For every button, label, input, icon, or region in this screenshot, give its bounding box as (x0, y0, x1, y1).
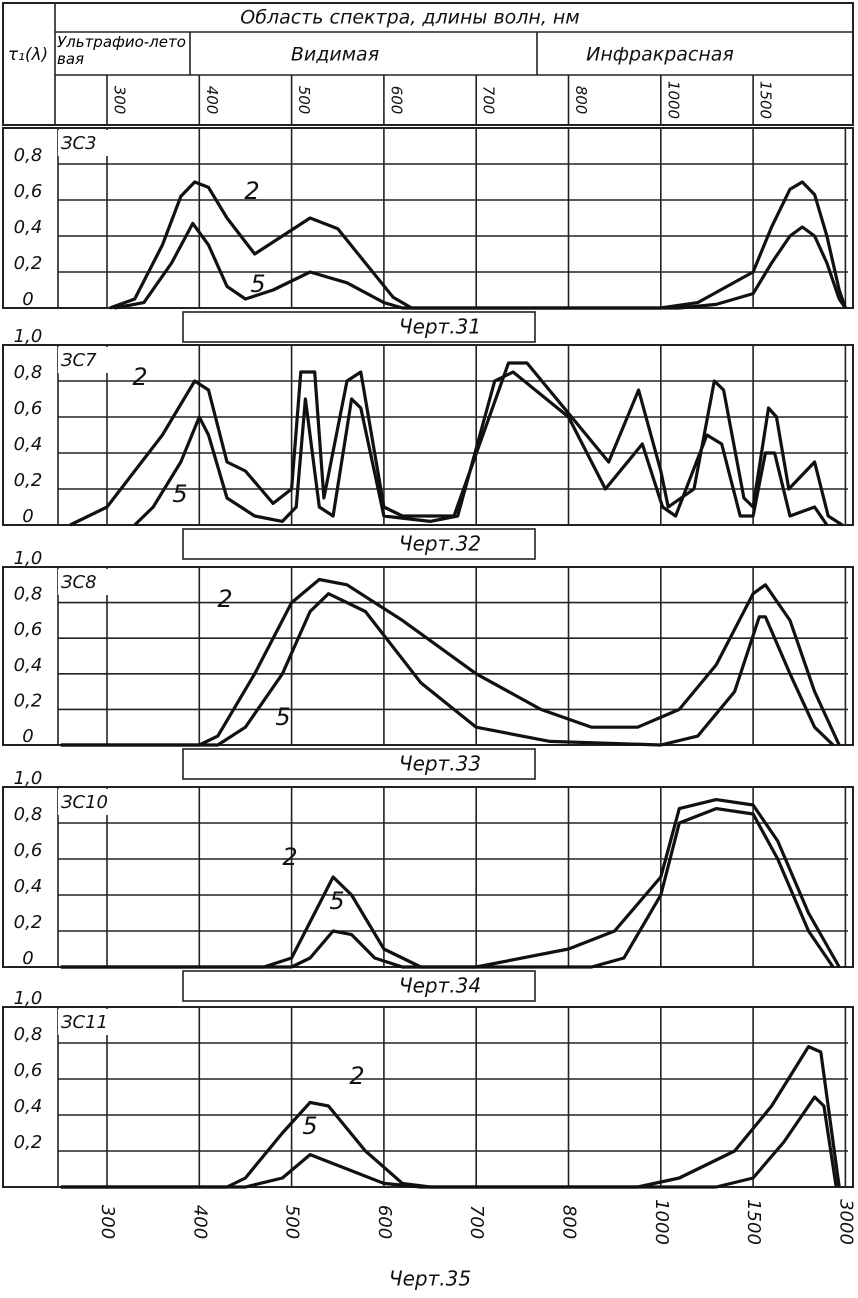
y-tick-label: 1,0 (14, 768, 43, 789)
panel-label: ЗС11 (61, 1012, 108, 1033)
caption-bar (182, 528, 536, 560)
region-label: Видимая (291, 44, 379, 66)
y-tick-label: 0,6 (14, 398, 43, 419)
y-tick-label: 1,0 (14, 988, 43, 1009)
caption-bar (182, 311, 536, 343)
x-tick-label: 800 (559, 1205, 580, 1239)
y-tick-label: 0,8 (14, 1024, 43, 1045)
curve-label: 2 (132, 363, 147, 391)
curve-label: 5 (172, 480, 187, 508)
panel-caption: Черт.32 (399, 532, 481, 556)
y-tick-label: 0,2 (14, 690, 43, 711)
label-box (58, 1009, 110, 1035)
curve-label: 5 (329, 887, 344, 915)
curve-label: 5 (250, 270, 265, 298)
region-label: Ультрафио-летовая (57, 34, 186, 68)
y-tick-label: 0,8 (14, 145, 43, 166)
y-tick-label: 1,0 (14, 326, 43, 347)
curve (60, 577, 841, 747)
y-tick-label: 0,2 (14, 912, 43, 933)
curve (109, 180, 847, 310)
curve (69, 361, 844, 527)
panel-label: ЗС8 (61, 572, 97, 593)
x-tick-label: 1500 (743, 1199, 764, 1245)
caption-bar (182, 970, 536, 1002)
label-box (58, 130, 110, 156)
header-tick-label: 1500 (757, 81, 775, 119)
header: Область спектра, длины волн, нм τ₁(λ) Ул… (2, 2, 854, 126)
y-tick-label: 0,4 (14, 217, 43, 238)
panel-label: ЗС7 (61, 350, 97, 371)
curve (60, 807, 835, 969)
header-tick-label: 800 (572, 86, 590, 115)
curve-label: 2 (282, 843, 297, 871)
curve (60, 592, 835, 747)
curve (60, 1095, 838, 1189)
y-tick-label: 0 (22, 289, 33, 310)
label-box (58, 789, 110, 815)
panel-caption: Черт.33 (399, 752, 481, 776)
y-tick-label: 0 (22, 726, 33, 747)
panel-caption: Черт.31 (399, 315, 481, 339)
x-tick-label: 700 (466, 1205, 487, 1239)
header-tick-label: 700 (480, 86, 498, 115)
panel-caption: Черт.34 (399, 974, 481, 998)
y-tick-label: 0,4 (14, 434, 43, 455)
y-tick-label: 0,8 (14, 804, 43, 825)
y-tick-label: 0,2 (14, 470, 43, 491)
y-tick-label: 0,6 (14, 619, 43, 640)
y-tick-label: 0,4 (14, 655, 43, 676)
curve-label: 2 (244, 177, 259, 205)
header-tick-label: 300 (111, 86, 129, 115)
y-tick-label: 0,4 (14, 876, 43, 897)
curve-label: 5 (302, 1112, 317, 1140)
y-tick-label: 0 (22, 506, 33, 527)
curve-label: 2 (217, 585, 232, 613)
y-tick-label: 0,2 (14, 1132, 43, 1153)
y-tick-label: 0,6 (14, 840, 43, 861)
panel-label: ЗС10 (61, 792, 108, 813)
x-tick-label: 3000 (835, 1199, 856, 1245)
y-tick-label: 0,6 (14, 181, 43, 202)
region-label: Инфракрасная (586, 44, 734, 66)
curve (133, 370, 829, 527)
header-tick-label: 1000 (664, 81, 682, 119)
x-tick-label: 300 (97, 1205, 118, 1239)
region-box: Ультрафио-летовая (57, 34, 186, 68)
curve-label: 2 (349, 1062, 364, 1090)
caption-bar (182, 748, 536, 780)
header-tick-label: 600 (387, 86, 405, 115)
curve-label: 5 (275, 703, 290, 731)
figure-caption: Черт.35 (389, 1267, 471, 1291)
label-box (58, 347, 110, 373)
curve (114, 221, 847, 310)
header-tick-label: 400 (203, 86, 221, 115)
x-tick-label: 500 (282, 1205, 303, 1239)
y-tick-label: 0 (22, 948, 33, 969)
header-title: Область спектра, длины волн, нм (240, 7, 579, 29)
y-tick-label: 0,6 (14, 1060, 43, 1081)
x-tick-label: 600 (374, 1205, 395, 1239)
y-tick-label: 0,2 (14, 253, 43, 274)
y-tick-label: 0,4 (14, 1096, 43, 1117)
y-tick-label: 0,8 (14, 362, 43, 383)
header-tick-label: 500 (295, 86, 313, 115)
label-box (58, 569, 110, 595)
header-frame (2, 2, 854, 126)
y-label: τ₁(λ) (8, 45, 48, 65)
curve (60, 798, 841, 969)
x-tick-label: 1000 (651, 1199, 672, 1245)
y-tick-label: 1,0 (14, 548, 43, 569)
x-tick-label: 400 (189, 1205, 210, 1239)
panel-label: ЗС3 (61, 133, 97, 154)
y-tick-label: 0,8 (14, 584, 43, 605)
